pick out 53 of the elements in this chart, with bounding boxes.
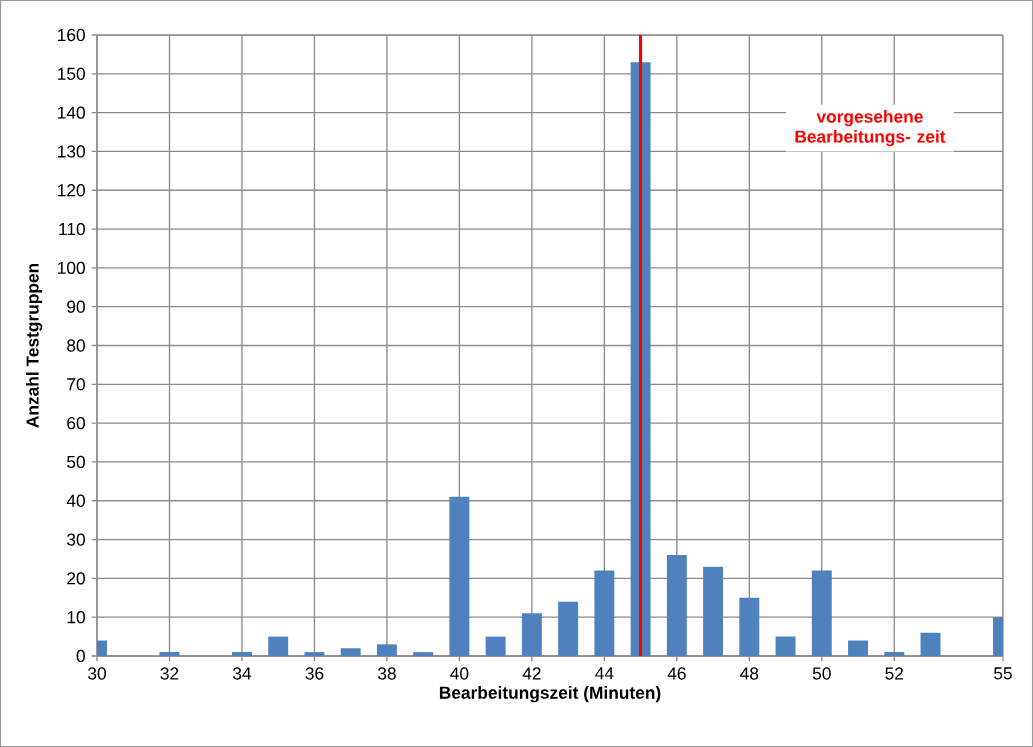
y-tick-label: 100 [58,261,85,274]
bar [159,652,180,656]
bar [775,636,796,656]
y-tick-label: 40 [66,494,85,507]
bar [811,570,832,656]
x-tick-label: 55 [994,667,1012,680]
y-axis-title: Anzahl Testgruppen [25,263,43,428]
bar [413,652,434,656]
bar [304,652,325,656]
y-tick-label: 60 [67,416,85,430]
x-tick-label: 34 [232,667,252,680]
bar [485,636,506,656]
bar [558,601,579,656]
y-tick-label: 120 [58,184,85,197]
y-tick-label: 110 [59,222,85,236]
x-tick-label: 32 [160,667,179,680]
bar [376,644,397,656]
ref-line-label: vorgesehene Bearbeitungs- zeit [795,110,946,147]
bar [268,636,289,656]
bar [884,652,905,656]
x-tick-label: 50 [812,667,831,680]
x-tick-label: 44 [595,667,614,680]
bar [521,613,542,656]
x-tick-label: 36 [305,667,324,680]
bar [739,597,760,656]
y-tick-label: 80 [67,339,85,352]
x-tick-label: 40 [450,667,469,680]
x-tick-label: 38 [377,667,396,680]
y-tick-label: 130 [58,145,85,158]
y-tick-label: 0 [76,649,85,663]
bar [920,632,941,656]
y-tick-label: 160 [58,28,85,42]
bar [232,652,252,656]
x-tick-label: 30 [88,667,106,680]
bar [703,566,724,656]
bar [848,640,868,656]
bar [449,496,470,656]
x-axis-title: Bearbeitungszeit (Minuten) [439,686,661,703]
y-tick-label: 20 [67,572,85,585]
y-tick-label: 140 [58,106,85,119]
x-tick-label: 46 [667,667,686,680]
y-tick-label: 10 [67,611,85,624]
bar [340,648,361,656]
y-tick-label: 70 [67,378,85,391]
y-tick-label: 150 [58,67,85,80]
bar [594,570,615,656]
bar [666,555,687,656]
x-tick-label: 42 [522,667,541,680]
x-tick-label: 48 [740,667,759,680]
y-tick-label: 30 [67,533,85,546]
y-tick-label: 50 [67,455,85,469]
y-tick-label: 90 [67,300,85,313]
x-tick-label: 52 [885,667,904,680]
